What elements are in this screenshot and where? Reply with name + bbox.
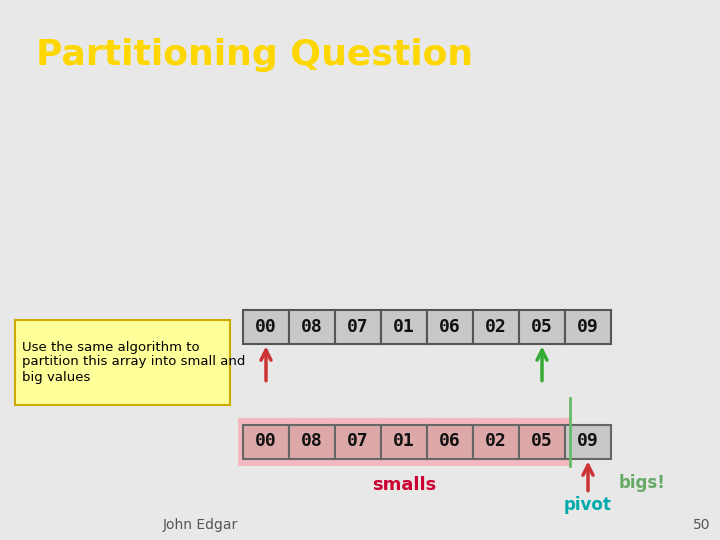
Text: Partitioning Question: Partitioning Question [36, 38, 473, 72]
Text: 06: 06 [439, 433, 461, 450]
Text: 50: 50 [693, 518, 710, 532]
Text: 02: 02 [485, 318, 507, 335]
Bar [473, 424, 519, 458]
Bar [335, 309, 381, 343]
Text: 01: 01 [393, 433, 415, 450]
Bar [565, 424, 611, 458]
Text: 01: 01 [393, 318, 415, 335]
Bar [15, 320, 230, 404]
Text: 09: 09 [577, 318, 599, 335]
Text: Use the same algorithm to
partition this array into small and
big values: Use the same algorithm to partition this… [22, 341, 246, 383]
Bar [289, 309, 335, 343]
Text: 05: 05 [531, 318, 553, 335]
Text: 06: 06 [439, 318, 461, 335]
Text: 08: 08 [301, 318, 323, 335]
Bar [381, 309, 427, 343]
Text: 00: 00 [255, 433, 277, 450]
Bar [289, 424, 335, 458]
Bar [519, 424, 565, 458]
Text: smalls: smalls [372, 476, 436, 495]
Text: 07: 07 [347, 318, 369, 335]
Bar [335, 424, 381, 458]
Bar [243, 309, 289, 343]
Text: 08: 08 [301, 433, 323, 450]
Bar [243, 424, 289, 458]
Text: 07: 07 [347, 433, 369, 450]
Bar [427, 424, 473, 458]
Bar [565, 309, 611, 343]
Bar [427, 309, 473, 343]
Bar [238, 417, 570, 465]
Bar [519, 309, 565, 343]
Text: bigs!: bigs! [619, 474, 666, 491]
Text: 00: 00 [255, 318, 277, 335]
Bar [381, 424, 427, 458]
Text: 09: 09 [577, 433, 599, 450]
Text: John Edgar: John Edgar [163, 518, 238, 532]
Text: 02: 02 [485, 433, 507, 450]
Bar [473, 309, 519, 343]
Text: pivot: pivot [564, 496, 612, 515]
Text: 05: 05 [531, 433, 553, 450]
